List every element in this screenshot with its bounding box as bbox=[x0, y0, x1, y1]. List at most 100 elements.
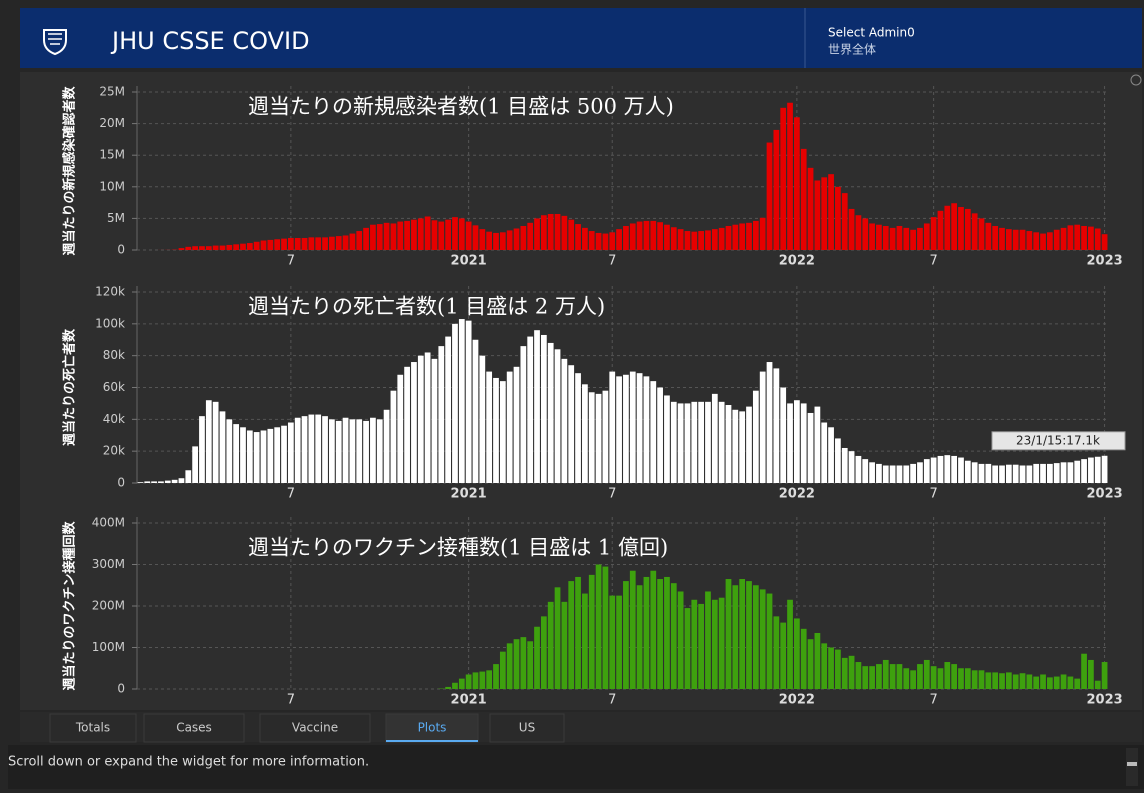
bar bbox=[972, 462, 978, 483]
selector-label[interactable]: Select Admin0 bbox=[828, 26, 915, 40]
bar bbox=[678, 403, 684, 483]
bar bbox=[760, 372, 766, 483]
bar bbox=[473, 340, 479, 483]
bar bbox=[541, 215, 547, 250]
tab-label[interactable]: Vaccine bbox=[292, 721, 338, 735]
bar bbox=[514, 367, 520, 483]
bar bbox=[1074, 225, 1080, 250]
bar bbox=[883, 465, 889, 483]
tab-label[interactable]: Plots bbox=[418, 721, 447, 735]
bar bbox=[869, 462, 875, 483]
bar bbox=[1088, 227, 1094, 250]
bar bbox=[951, 456, 957, 483]
bar bbox=[910, 670, 916, 689]
bar bbox=[582, 384, 588, 483]
bar bbox=[486, 232, 492, 250]
bar bbox=[500, 381, 506, 483]
bar bbox=[555, 587, 561, 689]
bar bbox=[397, 375, 403, 483]
scroll-thumb[interactable] bbox=[1127, 762, 1137, 766]
bar bbox=[548, 343, 554, 483]
bar bbox=[445, 220, 451, 250]
bar bbox=[760, 589, 766, 689]
bar bbox=[910, 230, 916, 250]
bar bbox=[849, 209, 855, 250]
bar bbox=[179, 248, 185, 250]
bar bbox=[691, 402, 697, 483]
bar bbox=[938, 668, 944, 689]
bar bbox=[370, 418, 376, 483]
bar bbox=[944, 206, 950, 250]
bar bbox=[609, 232, 615, 250]
bar bbox=[849, 451, 855, 483]
scrollbar[interactable] bbox=[1126, 748, 1138, 786]
bar bbox=[657, 222, 663, 250]
bar bbox=[719, 228, 725, 250]
bar bbox=[698, 604, 704, 689]
bar bbox=[548, 602, 554, 689]
y-axis-label: 週当たりのワクチン接種回数 bbox=[62, 521, 78, 691]
bar bbox=[596, 233, 602, 250]
bar bbox=[377, 224, 383, 250]
y-tick-label: 20k bbox=[103, 444, 125, 458]
bar bbox=[698, 231, 704, 250]
bar bbox=[780, 388, 786, 484]
bar bbox=[1074, 679, 1080, 689]
bar bbox=[623, 226, 629, 250]
bar bbox=[343, 418, 349, 483]
bar bbox=[644, 376, 650, 483]
bar bbox=[288, 238, 294, 250]
bar bbox=[520, 226, 526, 250]
bar bbox=[897, 664, 903, 689]
bar bbox=[931, 458, 937, 483]
bar bbox=[308, 415, 314, 483]
bar bbox=[787, 600, 793, 689]
tab-label[interactable]: Cases bbox=[176, 721, 212, 735]
bar bbox=[1047, 677, 1053, 689]
bar bbox=[1040, 234, 1046, 250]
bar bbox=[438, 222, 444, 250]
bar bbox=[808, 413, 814, 483]
bar bbox=[732, 410, 738, 483]
bar bbox=[794, 117, 800, 250]
bar bbox=[979, 218, 985, 250]
bar bbox=[876, 225, 882, 250]
bar bbox=[842, 658, 848, 689]
bar bbox=[917, 664, 923, 689]
y-tick-label: 5M bbox=[107, 211, 125, 225]
bar bbox=[411, 362, 417, 483]
selector-value[interactable]: 世界全体 bbox=[828, 42, 876, 57]
bar bbox=[979, 670, 985, 689]
bar bbox=[486, 670, 492, 689]
bar bbox=[869, 666, 875, 689]
tab-label[interactable]: US bbox=[519, 721, 535, 735]
bar bbox=[192, 246, 198, 250]
bar bbox=[350, 419, 356, 483]
bar bbox=[220, 411, 226, 483]
bar bbox=[185, 247, 191, 250]
bar bbox=[938, 456, 944, 483]
bar bbox=[507, 230, 513, 250]
bar bbox=[589, 231, 595, 250]
bar bbox=[391, 223, 397, 250]
x-tick-label: 7 bbox=[287, 487, 295, 502]
bar bbox=[527, 223, 533, 250]
footer-text: Scroll down or expand the widget for mor… bbox=[8, 755, 369, 770]
bar bbox=[1033, 232, 1039, 250]
bar bbox=[418, 218, 424, 250]
y-axis-label: 週当たりの死亡者数 bbox=[62, 328, 78, 446]
bar bbox=[637, 373, 643, 483]
bar bbox=[951, 203, 957, 250]
bar bbox=[917, 228, 923, 250]
bar bbox=[1026, 231, 1032, 250]
bar bbox=[144, 481, 150, 483]
bar bbox=[520, 637, 526, 689]
bar bbox=[828, 427, 834, 483]
bar bbox=[459, 679, 465, 689]
bar bbox=[924, 459, 930, 483]
bar bbox=[350, 234, 356, 250]
tab-label[interactable]: Totals bbox=[75, 721, 110, 735]
bar bbox=[206, 400, 212, 483]
bar bbox=[1088, 660, 1094, 689]
bar bbox=[445, 687, 451, 689]
